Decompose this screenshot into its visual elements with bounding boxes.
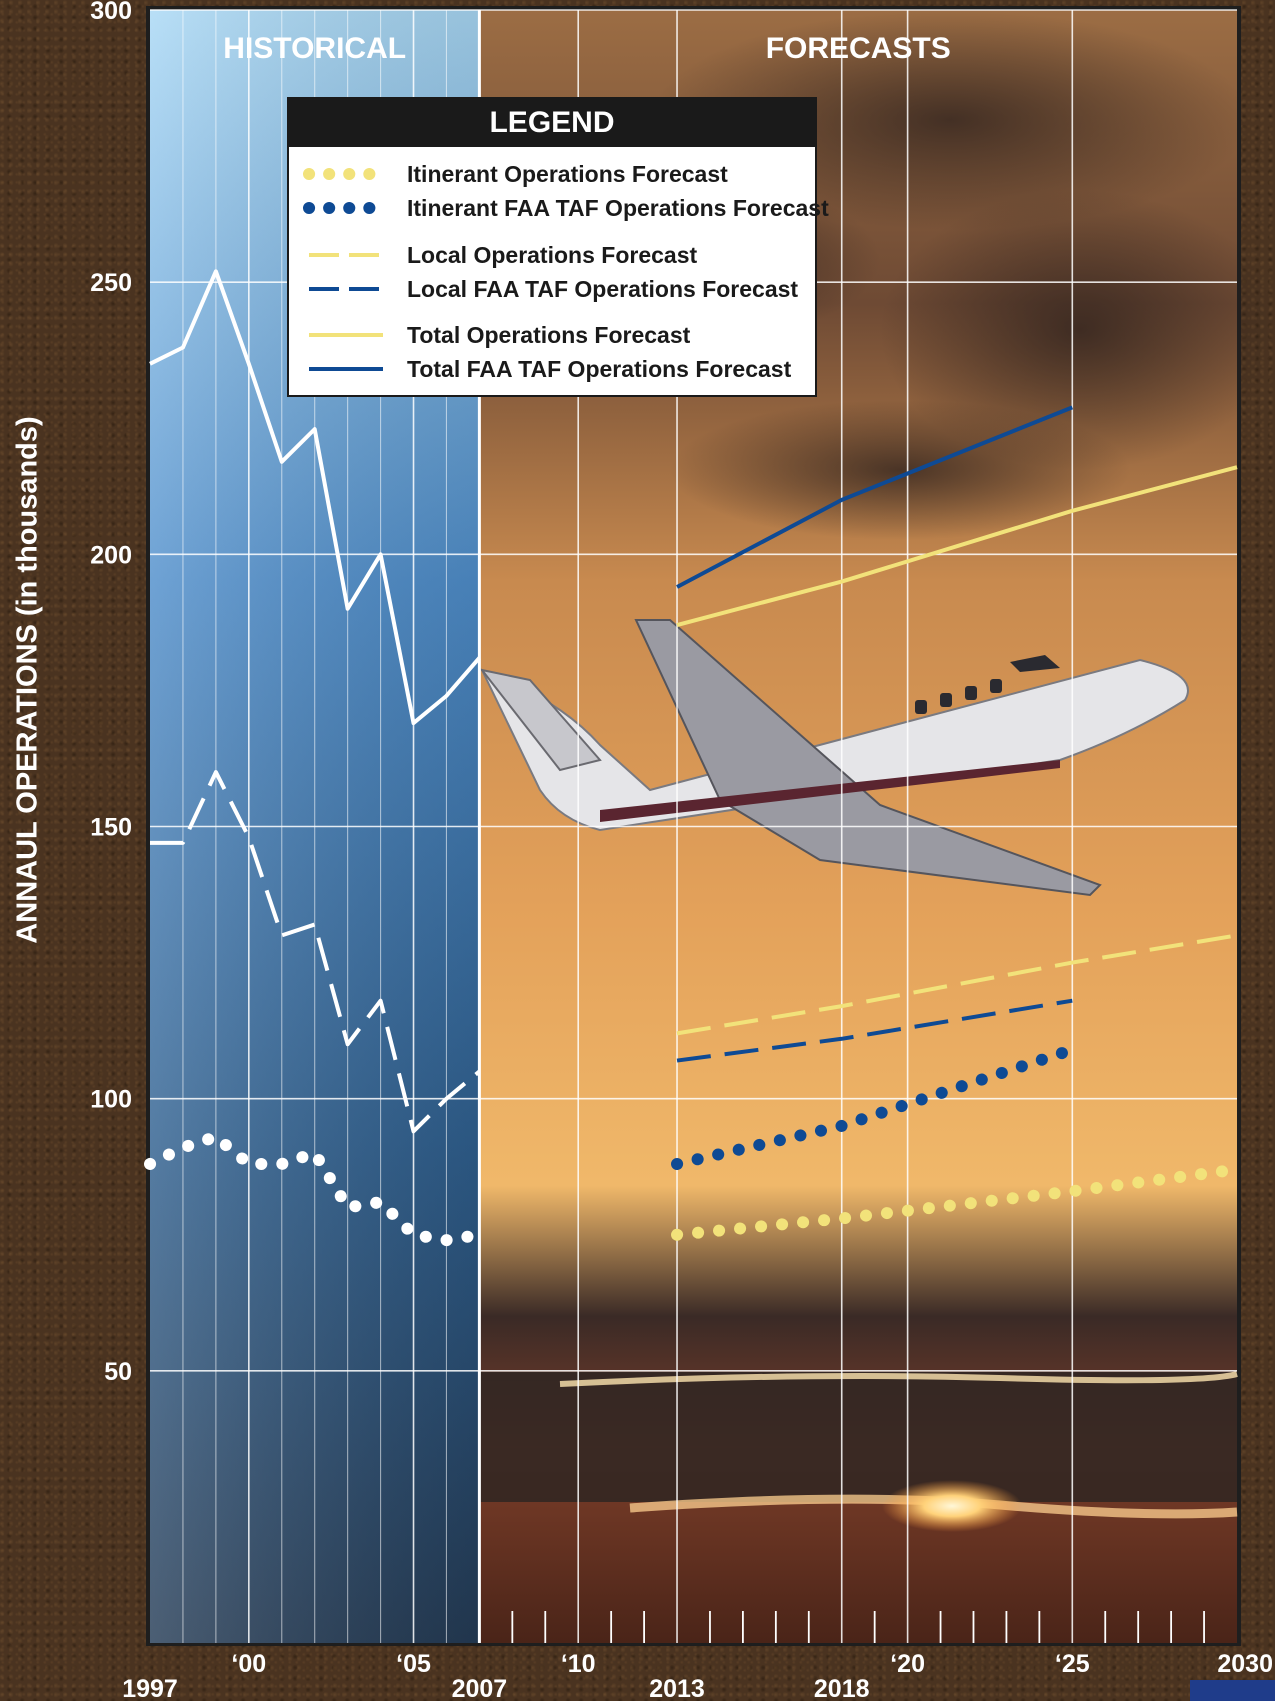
x-minor-ticks: [511, 1611, 1205, 1643]
legend-label: Local FAA TAF Operations Forecast: [407, 275, 799, 302]
series-layer: [144, 269, 1243, 1247]
series-line-local-operations-forecast: [676, 933, 1238, 1036]
legend-swatch: [309, 333, 383, 337]
x-tick-labels: 1997 ‘00 ‘05 2007 ‘10 2013 2018 ‘20 ‘25 2030: [122, 1650, 1273, 1701]
y-tick-label: 50: [104, 1358, 132, 1386]
logo: [1190, 1680, 1275, 1701]
x-tick-label: 1997: [122, 1675, 178, 1701]
cloud-shape: [880, 190, 1275, 470]
series-line-historical-total-operations: [149, 269, 481, 726]
x-tick-label: ‘10: [561, 1650, 596, 1678]
x-tick-label: ‘05: [396, 1650, 431, 1678]
y-tick-label: 150: [90, 814, 132, 842]
legend-swatch: [309, 287, 383, 291]
series-line-itinerant-operations-forecast: [671, 1163, 1243, 1241]
legend-item: Total FAA TAF Operations Forecast: [303, 354, 791, 384]
y-tick-label: 100: [90, 1086, 132, 1114]
y-tick-label: 300: [90, 0, 132, 25]
cloud-glow: [559, 1371, 1238, 1387]
series-line-local-faa-taf-operations-forecast: [676, 998, 1073, 1063]
legend-item: Total Operations Forecast: [303, 320, 690, 350]
series-line-total-faa-taf-operations-forecast: [676, 405, 1074, 589]
series-line-itinerant-faa-taf-operations-forecast: [671, 1043, 1079, 1170]
jet-illustration: [479, 619, 1189, 897]
x-tick-label: ‘25: [1055, 1650, 1090, 1678]
x-tick-label: 2018: [814, 1675, 870, 1701]
region-label: FORECASTS: [766, 32, 951, 65]
legend-item: Itinerant Operations Forecast: [303, 159, 728, 189]
legend: LEGEND Itinerant Operations Forecast Itin…: [287, 97, 829, 397]
region-labels: HISTORICAL FORECASTS: [223, 32, 950, 65]
y-axis-label-wrap: ANNAUL OPERATIONS (in thousands): [4, 360, 52, 1000]
legend-item: Itinerant FAA TAF Operations Forecast: [303, 193, 829, 223]
legend-title: LEGEND: [289, 99, 815, 147]
series-line-total-operations-forecast: [676, 465, 1238, 628]
y-tick-label: 200: [90, 541, 132, 569]
y-tick-label: 250: [90, 269, 132, 297]
series-line-historical-itinerant-operations: [144, 1130, 486, 1247]
legend-swatch: [303, 202, 389, 214]
legend-swatch: [303, 168, 389, 180]
legend-item: Local FAA TAF Operations Forecast: [303, 274, 798, 304]
x-tick-label: 2013: [649, 1675, 705, 1701]
series-line-historical-local-operations: [150, 770, 481, 1134]
sun: [882, 1480, 1022, 1532]
cloud-shape: [670, 400, 1130, 540]
y-axis-label: ANNAUL OPERATIONS (in thousands): [11, 416, 44, 944]
x-tick-label: ‘20: [890, 1650, 925, 1678]
y-tick-labels: 300 250 200 150 100 50: [90, 0, 132, 1386]
x-tick-label: 2007: [452, 1675, 508, 1701]
region-label: HISTORICAL: [223, 32, 406, 65]
x-tick-label: ‘00: [231, 1650, 266, 1678]
legend-label: Total FAA TAF Operations Forecast: [407, 355, 792, 382]
legend-item: Local Operations Forecast: [303, 240, 697, 270]
x-tick-label: 2030: [1217, 1650, 1273, 1678]
legend-swatch: [309, 367, 383, 371]
legend-swatch: [309, 253, 383, 257]
legend-label: Itinerant FAA TAF Operations Forecast: [407, 194, 829, 221]
legend-label: Local Operations Forecast: [407, 241, 698, 268]
horizon-band: [480, 1372, 1237, 1502]
legend-label: Itinerant Operations Forecast: [407, 160, 728, 187]
legend-label: Total Operations Forecast: [407, 321, 691, 348]
